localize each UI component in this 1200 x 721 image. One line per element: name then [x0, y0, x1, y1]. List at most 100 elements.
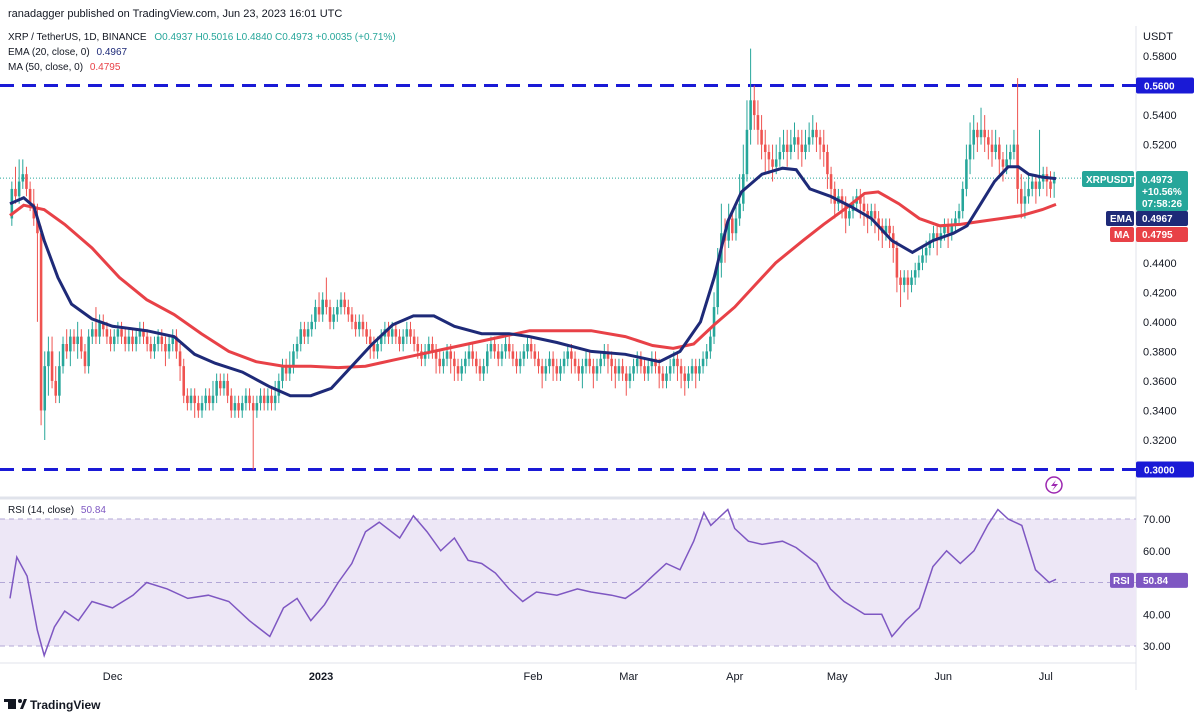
candle[interactable] [262, 388, 266, 411]
candle[interactable] [705, 344, 709, 367]
candle[interactable] [884, 218, 888, 241]
ma50-line[interactable] [9, 190, 1057, 370]
candle[interactable] [979, 107, 983, 145]
candle[interactable] [756, 100, 760, 145]
candle[interactable] [570, 344, 573, 374]
candle[interactable] [537, 351, 540, 374]
candle[interactable] [175, 329, 178, 359]
candle[interactable] [61, 336, 65, 374]
candle[interactable] [91, 321, 94, 344]
candle[interactable] [456, 358, 460, 381]
candle[interactable] [712, 292, 716, 344]
candle[interactable] [277, 373, 281, 404]
rsi-line[interactable] [9, 508, 1057, 658]
candle[interactable] [529, 336, 533, 359]
candle[interactable] [233, 395, 237, 418]
candle[interactable] [259, 388, 262, 411]
candle[interactable] [336, 299, 339, 322]
candle[interactable] [917, 255, 921, 278]
candle[interactable] [617, 358, 621, 381]
candle[interactable] [109, 329, 112, 352]
candle[interactable] [679, 358, 683, 389]
candle[interactable] [434, 344, 438, 374]
candle[interactable] [888, 218, 891, 248]
legend-pair[interactable]: XRP / TetherUS, 1D, BINANCE [8, 32, 147, 43]
candle[interactable] [83, 344, 87, 374]
price-pane[interactable] [0, 26, 1136, 496]
candle[interactable] [365, 321, 368, 344]
candle[interactable] [464, 351, 467, 374]
candle[interactable] [946, 218, 950, 248]
candle[interactable] [453, 351, 456, 381]
candle[interactable] [306, 321, 310, 344]
candle[interactable] [635, 351, 639, 374]
candle[interactable] [873, 203, 877, 234]
candle[interactable] [902, 270, 906, 293]
candle[interactable] [471, 344, 474, 367]
candle[interactable] [423, 344, 427, 367]
candle[interactable] [910, 270, 913, 293]
candle[interactable] [387, 321, 390, 344]
candle[interactable] [361, 314, 365, 337]
candle[interactable] [167, 336, 171, 359]
candle[interactable] [219, 373, 222, 396]
candle[interactable] [694, 358, 698, 389]
candle[interactable] [592, 358, 595, 389]
legend-ma-label[interactable]: MA (50, close, 0) [8, 62, 83, 73]
candle[interactable] [511, 344, 515, 367]
candle[interactable] [573, 351, 577, 374]
candle[interactable] [178, 344, 182, 381]
candle[interactable] [292, 344, 295, 374]
candle[interactable] [17, 159, 21, 204]
candle[interactable] [566, 344, 570, 367]
candle[interactable] [562, 351, 566, 374]
candle[interactable] [515, 351, 518, 374]
candle[interactable] [427, 336, 431, 359]
candle[interactable] [270, 388, 273, 411]
candle[interactable] [752, 85, 756, 130]
candle[interactable] [504, 336, 507, 359]
candle[interactable] [1038, 129, 1041, 197]
candle[interactable] [614, 358, 617, 389]
candle[interactable] [255, 395, 259, 418]
candle[interactable] [709, 329, 712, 359]
candle[interactable] [266, 388, 270, 411]
candle[interactable] [325, 277, 328, 315]
candle[interactable] [244, 388, 248, 411]
candle[interactable] [599, 351, 602, 374]
candle[interactable] [186, 388, 189, 411]
candle[interactable] [577, 358, 580, 381]
candle[interactable] [343, 292, 346, 315]
candle[interactable] [646, 358, 650, 381]
candle[interactable] [815, 122, 818, 152]
candle[interactable] [698, 358, 701, 381]
candle[interactable] [1009, 144, 1012, 167]
candle[interactable] [486, 344, 489, 374]
candle[interactable] [540, 358, 544, 389]
candle[interactable] [303, 321, 306, 344]
candle[interactable] [58, 351, 61, 404]
candle[interactable] [412, 329, 416, 352]
candle[interactable] [131, 329, 134, 352]
candle[interactable] [731, 211, 734, 241]
candle[interactable] [1001, 152, 1005, 182]
candle[interactable] [310, 314, 314, 337]
candle[interactable] [643, 358, 646, 381]
candle[interactable] [438, 351, 442, 374]
candle[interactable] [123, 329, 127, 352]
candle[interactable] [398, 329, 401, 352]
candle[interactable] [379, 329, 383, 352]
candle[interactable] [661, 366, 665, 389]
candle[interactable] [957, 203, 961, 226]
candle[interactable] [588, 351, 591, 374]
candle[interactable] [401, 329, 405, 352]
candle[interactable] [1034, 174, 1038, 204]
candle[interactable] [372, 336, 376, 359]
candle[interactable] [478, 358, 482, 381]
candle[interactable] [687, 366, 690, 389]
candle[interactable] [182, 358, 186, 404]
candle[interactable] [299, 321, 303, 352]
candle[interactable] [745, 100, 749, 182]
candle[interactable] [544, 358, 548, 381]
